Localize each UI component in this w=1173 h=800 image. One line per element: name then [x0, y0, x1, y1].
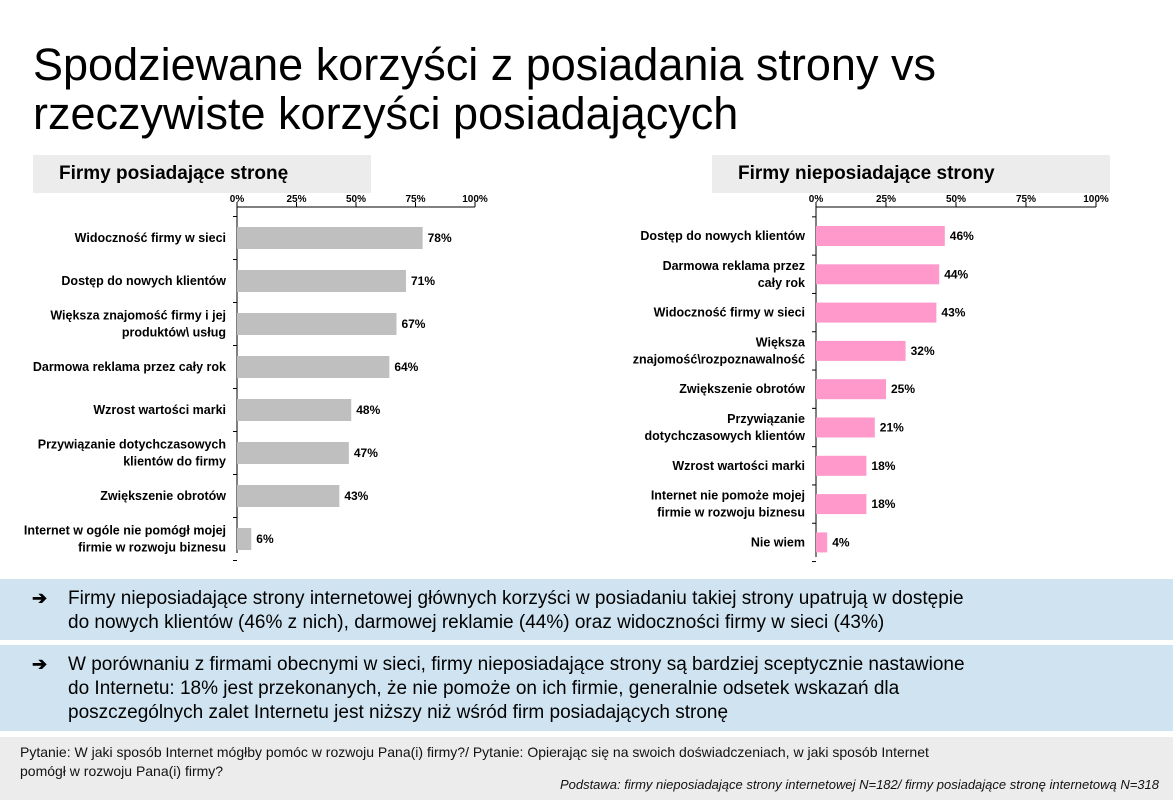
value-label: 4%	[832, 535, 850, 549]
category-label: Internet nie pomoże mojej firmie w rozwoj…	[651, 489, 805, 520]
insight-2-line-3: poszczególnych zalet Internetu jest niżs…	[68, 702, 729, 723]
x-tick-label: 100%	[462, 194, 488, 205]
x-tick-label: 0%	[809, 194, 824, 205]
value-label: 44%	[944, 267, 968, 281]
bar	[237, 356, 390, 378]
value-label: 71%	[411, 274, 435, 288]
value-label: 48%	[356, 403, 380, 417]
chart-without-website: Firmy nieposiadające strony 0% 25% 50% 75% 1…	[580, 155, 1110, 575]
insight-1-line-2: do nowych klientów (46% z nich), darmowe…	[68, 612, 885, 633]
insight-box-2: ➔ W porównaniu z firmami obecnymi w siec…	[0, 645, 1173, 731]
arrow-right-icon: ➔	[32, 588, 48, 608]
bar	[237, 485, 340, 507]
x-tick-label: 50%	[946, 194, 966, 205]
category-label: Dostęp do nowych klientów	[640, 229, 805, 243]
value-label: 18%	[871, 497, 895, 511]
bar	[816, 455, 867, 476]
x-tick-label: 25%	[876, 194, 896, 205]
x-tick-label: 100%	[1083, 194, 1109, 205]
x-tick-label: 75%	[1016, 194, 1036, 205]
value-label: 32%	[911, 344, 935, 358]
value-label: 78%	[428, 231, 452, 245]
footer-question-line-2: pomógł w rozwoju Pana(i) firmy?	[20, 763, 224, 779]
x-tick-label: 25%	[286, 194, 306, 205]
category-label: Większa znajomość firmy i jej produktów\ …	[50, 309, 226, 340]
bar	[816, 532, 828, 553]
insight-2-line-2: do Internetu: 18% jest przekonanych, że …	[68, 678, 900, 699]
value-label: 46%	[950, 229, 974, 243]
bar	[237, 270, 406, 292]
bar	[816, 264, 940, 285]
category-label: Wzrost wartości marki	[93, 403, 226, 417]
value-label: 64%	[394, 360, 418, 374]
chart-with-website-title: Firmy posiadające stronę	[33, 155, 371, 193]
bar	[816, 226, 945, 246]
category-label: Przywiązanie dotychczasowych klientów do …	[38, 438, 226, 469]
value-label: 67%	[401, 317, 425, 331]
category-label: Darmowa reklama przez cały rok	[33, 360, 226, 374]
value-label: 43%	[344, 489, 368, 503]
bar	[816, 379, 886, 400]
bar	[816, 417, 875, 438]
insight-1-line-1: Firmy nieposiadające strony internetowej…	[68, 588, 964, 609]
insight-2-line-1: W porównaniu z firmami obecnymi w sieci,…	[68, 654, 965, 675]
bar	[237, 399, 352, 421]
bar	[237, 313, 397, 335]
value-label: 18%	[871, 459, 895, 473]
x-tick-label: 75%	[405, 194, 425, 205]
category-label: Widoczność firmy w sieci	[654, 306, 805, 320]
footer-note: Pytanie: W jaki sposób Internet mógłby p…	[0, 737, 1173, 800]
bar	[237, 442, 349, 464]
bar	[816, 302, 937, 323]
chart-with-website: Firmy posiadające stronę 0% 25% 50% 75% 100%…	[0, 155, 488, 575]
x-tick-label: 0%	[230, 194, 245, 205]
category-label: Zwiększenie obrotów	[100, 489, 226, 503]
value-label: 47%	[354, 446, 378, 460]
category-label: Internet w ogóle nie pomógł mojej firmie …	[24, 524, 226, 555]
category-label: Wzrost wartości marki	[672, 459, 805, 473]
chart-without-website-plot: 0% 25% 50% 75% 100% 46% Dostęp do nowych klien…	[633, 194, 1109, 563]
category-label: Zwiększenie obrotów	[679, 382, 805, 396]
insight-box-1: ➔ Firmy nieposiadające strony internetow…	[0, 579, 1173, 640]
category-label: Dostęp do nowych klientów	[61, 274, 226, 288]
category-label: Darmowa reklama przez cały rok	[663, 259, 805, 290]
category-label: Widoczność firmy w sieci	[75, 231, 226, 245]
chart-with-website-plot: 0% 25% 50% 75% 100% 78% Widoczność firmy w sie…	[24, 194, 488, 561]
arrow-right-icon: ➔	[32, 654, 48, 674]
footer-question-line-1: Pytanie: W jaki sposób Internet mógłby p…	[20, 744, 929, 760]
value-label: 43%	[941, 306, 965, 320]
bar	[816, 340, 906, 361]
slide-title-line-2: rzeczywiste korzyści posiadających	[33, 88, 739, 139]
value-label: 21%	[880, 421, 904, 435]
footer-source: Podstawa: firmy nieposiadające strony in…	[559, 777, 1159, 792]
category-label: Nie wiem	[751, 535, 805, 549]
chart-without-website-title: Firmy nieposiadające strony	[712, 155, 1110, 193]
value-label: 6%	[256, 532, 274, 546]
bar	[816, 494, 867, 515]
value-label: 25%	[891, 382, 915, 396]
slide-title-line-1: Spodziewane korzyści z posiadania strony…	[33, 39, 936, 90]
category-label: Przywiązanie dotychczasowych klientów	[645, 412, 806, 443]
bar	[237, 227, 423, 249]
bar	[237, 528, 252, 550]
category-label: Większa znajomość\rozpoznawalność	[633, 335, 806, 366]
x-tick-label: 50%	[346, 194, 366, 205]
slide-title: Spodziewane korzyści z posiadania strony…	[33, 40, 1153, 138]
